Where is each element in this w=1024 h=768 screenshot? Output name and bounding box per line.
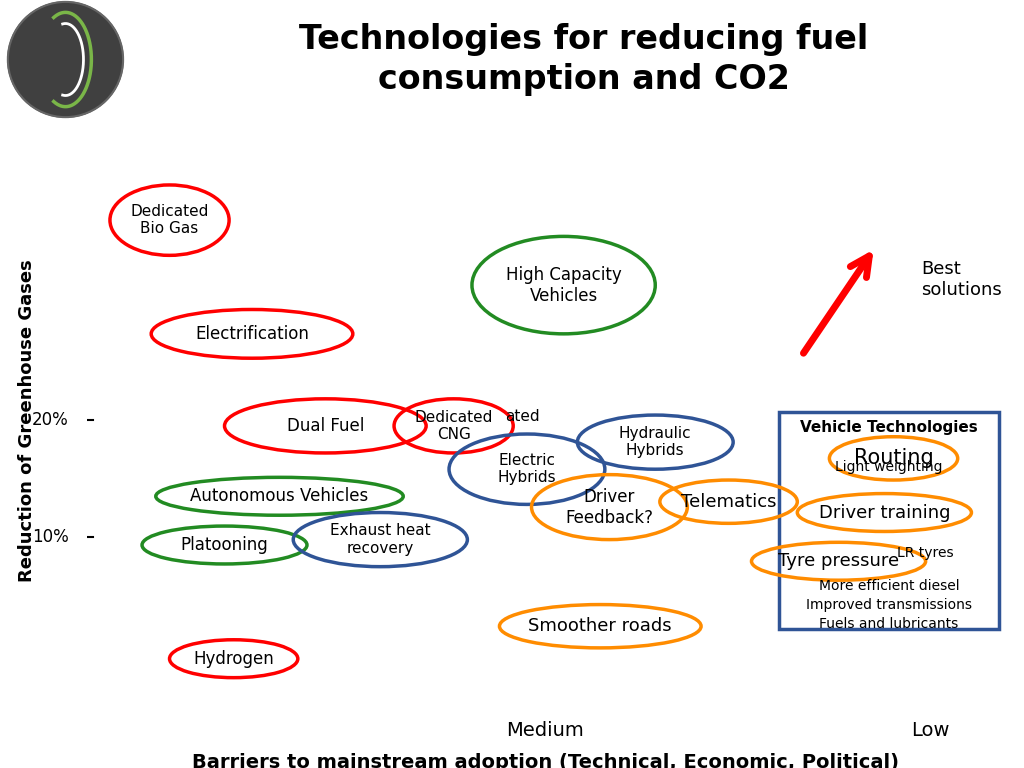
Text: Autonomous Vehicles: Autonomous Vehicles [190,487,369,505]
Text: Light weighting: Light weighting [836,459,943,474]
Text: ated: ated [505,409,540,424]
Text: Technologies for reducing fuel
consumption and CO2: Technologies for reducing fuel consumpti… [299,23,868,96]
Text: Medium: Medium [507,721,584,740]
Text: Reduction of Greenhouse Gases: Reduction of Greenhouse Gases [18,259,37,582]
Text: High Capacity
Vehicles: High Capacity Vehicles [506,266,622,305]
Text: Platooning: Platooning [180,536,268,554]
Text: Fuels and lubricants: Fuels and lubricants [819,617,958,631]
Text: Low: Low [911,721,949,740]
Text: Electric
Hybrids: Electric Hybrids [498,453,556,485]
Text: Barriers to mainstream adoption (Technical, Economic, Political): Barriers to mainstream adoption (Technic… [191,753,899,768]
Text: Dedicated
Bio Gas: Dedicated Bio Gas [130,204,209,237]
Text: Exhaust heat
recovery: Exhaust heat recovery [330,524,431,556]
Text: Hydrogen: Hydrogen [194,650,274,667]
Text: Telematics: Telematics [681,493,776,511]
Text: Tyre pressure: Tyre pressure [778,552,899,571]
Text: Electrification: Electrification [195,325,309,343]
Bar [779,412,999,629]
Text: Routing: Routing [854,449,934,468]
Text: Improved transmissions: Improved transmissions [806,598,972,611]
Text: Vehicle Technologies: Vehicle Technologies [800,421,978,435]
Text: 10%: 10% [32,528,69,546]
Text: Driver
Feedback?: Driver Feedback? [565,488,653,527]
Text: Dedicated
CNG: Dedicated CNG [415,409,493,442]
Text: 20%: 20% [32,412,69,429]
Text: More efficient diesel: More efficient diesel [818,578,959,593]
Text: Hydraulic
Hybrids: Hydraulic Hybrids [618,426,691,458]
Text: Smoother roads: Smoother roads [528,617,672,635]
Text: Dual Fuel: Dual Fuel [287,417,364,435]
Text: LR tyres: LR tyres [897,546,954,560]
Circle shape [8,2,123,118]
Text: Best
solutions: Best solutions [921,260,1001,299]
Text: Driver training: Driver training [818,504,950,521]
